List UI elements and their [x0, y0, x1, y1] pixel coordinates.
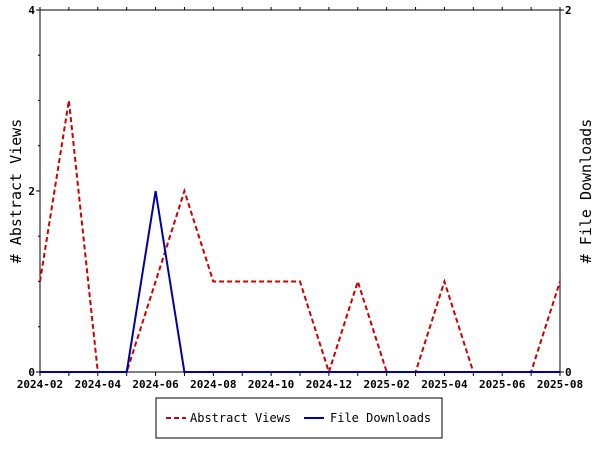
- x-tick-label: 2024-06: [132, 378, 179, 391]
- x-tick-label: 2024-10: [248, 378, 294, 391]
- x-tick-label: 2024-12: [306, 378, 352, 391]
- x-axis: 2024-02 2024-04 2024-06 2024-08 2024-10 2024-…: [17, 7, 583, 391]
- right-axis-title: # File Downloads: [577, 119, 595, 264]
- x-tick-label: 2024-04: [75, 378, 122, 391]
- x-tick-label: 2025-04: [421, 378, 468, 391]
- left-tick-label: 2: [28, 185, 35, 198]
- right-axis: 02: [560, 4, 572, 379]
- legend: Abstract Views File Downloads: [155, 397, 443, 439]
- left-axis: 0 2 4: [28, 4, 40, 379]
- legend-box: [155, 397, 443, 439]
- x-tick-label: 2025-02: [363, 378, 409, 391]
- right-tick-label: 0: [565, 366, 572, 379]
- left-axis-title: # Abstract Views: [7, 119, 25, 264]
- left-tick-label: 0: [28, 366, 35, 379]
- legend-label-abstract-views: Abstract Views: [190, 411, 291, 425]
- legend-label-file-downloads: File Downloads: [330, 411, 431, 425]
- left-tick-label: 4: [28, 4, 35, 17]
- x-tick-label: 2025-06: [479, 378, 526, 391]
- x-tick-label: 2024-02: [17, 378, 63, 391]
- series-layer: [39, 100, 561, 376]
- x-tick-label: 2024-08: [190, 378, 236, 391]
- plot-area-border: [39, 9, 561, 373]
- series-line-abstract-views: [39, 100, 561, 376]
- right-tick-label: 2: [565, 4, 572, 17]
- plot-frame: [39, 9, 561, 373]
- x-tick-label: 2025-08: [537, 378, 583, 391]
